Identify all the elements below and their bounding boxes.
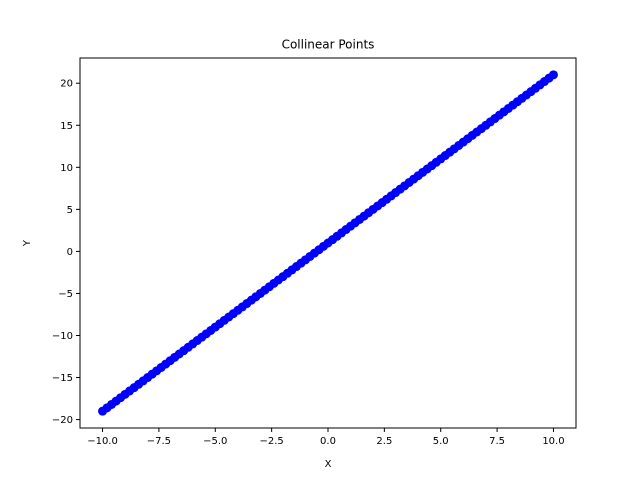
- y-tick-label: 10: [60, 163, 73, 174]
- y-axis-label: Y: [22, 239, 33, 247]
- data-points: [98, 70, 558, 416]
- chart-title: Collinear Points: [282, 38, 375, 52]
- y-tick-label: 15: [60, 121, 73, 132]
- x-tick-label: 10.0: [542, 436, 564, 447]
- y-tick-label: −15: [52, 373, 73, 384]
- x-tick-label: 7.5: [489, 436, 505, 447]
- y-tick-label: −20: [52, 415, 73, 426]
- x-tick-label: −10.0: [87, 436, 118, 447]
- x-tick-label: 2.5: [376, 436, 392, 447]
- x-tick-label: −2.5: [259, 436, 283, 447]
- y-axis-ticks: −20 −15 −10 −5 0 5 10 15 20: [52, 79, 80, 426]
- data-point: [548, 70, 558, 80]
- x-axis-label: X: [325, 459, 332, 470]
- y-tick-label: 20: [60, 79, 73, 90]
- y-tick-label: −10: [52, 331, 73, 342]
- x-tick-label: −5.0: [203, 436, 227, 447]
- y-tick-label: −5: [58, 289, 73, 300]
- x-tick-label: 0.0: [320, 436, 336, 447]
- x-tick-label: −7.5: [147, 436, 171, 447]
- y-tick-label: 0: [67, 247, 73, 258]
- x-axis-ticks: −10.0 −7.5 −5.0 −2.5 0.0 2.5 5.0 7.5 10.0: [87, 428, 565, 447]
- x-tick-label: 5.0: [433, 436, 449, 447]
- y-tick-label: 5: [67, 205, 73, 216]
